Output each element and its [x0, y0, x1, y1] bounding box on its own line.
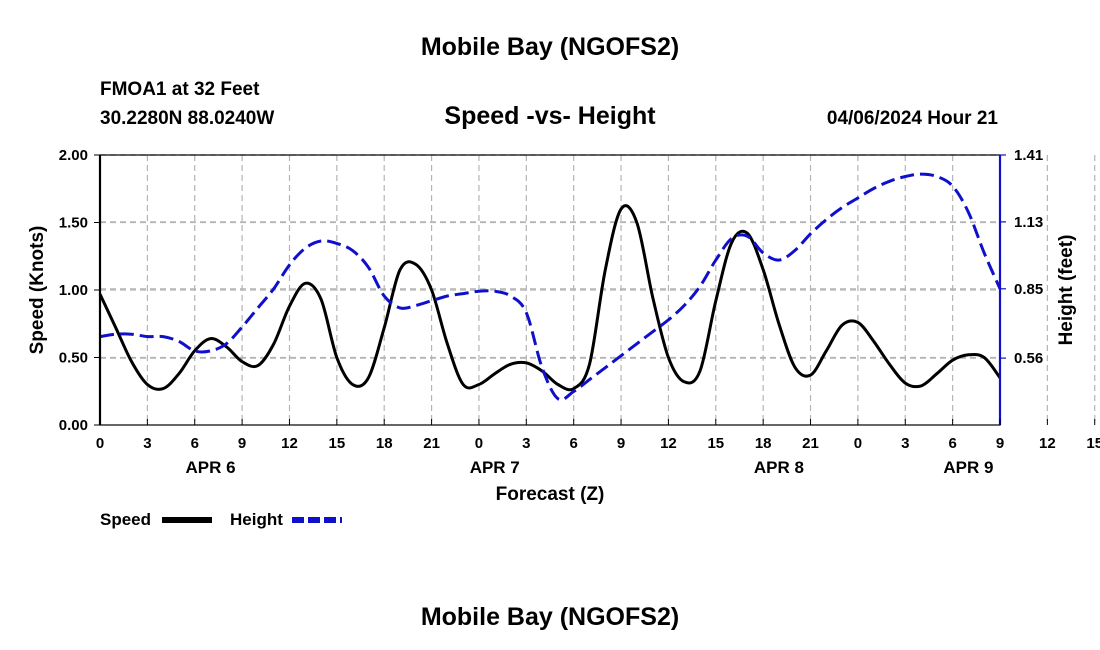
- x-tick-label: 12: [1039, 435, 1056, 452]
- legend-speed-label: Speed: [100, 510, 151, 529]
- speed-series-line: [98, 204, 1002, 392]
- x-tick-label: 6: [570, 435, 578, 452]
- x-tick-label: 15: [707, 435, 724, 452]
- date-label: APR 6: [185, 458, 235, 477]
- x-tick-label: 0: [854, 435, 862, 452]
- y-tick-label: 0.50: [59, 350, 88, 367]
- x-tick-label: 12: [281, 435, 298, 452]
- station-label: FMOA1 at 32 Feet: [100, 79, 260, 100]
- chart-title: Speed -vs- Height: [444, 102, 656, 130]
- x-tick-label: 9: [617, 435, 625, 452]
- date-label: APR 8: [754, 458, 804, 477]
- x-tick-label: 0: [475, 435, 483, 452]
- x-tick-label: 3: [901, 435, 909, 452]
- station-coords: 30.2280N 88.0240W: [100, 108, 274, 129]
- x-tick-label: 18: [376, 435, 393, 452]
- footer-title: Mobile Bay (NGOFS2): [421, 603, 679, 631]
- x-tick-label: 9: [238, 435, 246, 452]
- y2-axis-label: Height (feet): [1056, 235, 1077, 346]
- y2-tick-label: 0.56: [1014, 350, 1043, 367]
- forecast-datetime: 04/06/2024 Hour 21: [827, 108, 999, 129]
- date-label: APR 7: [470, 458, 520, 477]
- y2-tick-label: 0.85: [1014, 281, 1043, 298]
- height-series-line: [99, 172, 1002, 402]
- y-tick-label: 1.00: [59, 282, 88, 299]
- legend: Speed Height: [100, 510, 342, 529]
- y-tick-label: 1.50: [59, 215, 88, 232]
- series-layer: [98, 172, 1002, 402]
- x-tick-label: 15: [1086, 435, 1100, 452]
- x-tick-label: 21: [423, 435, 440, 452]
- x-tick-label: 3: [143, 435, 151, 452]
- x-tick-label: 9: [996, 435, 1004, 452]
- x-axis-label: Forecast (Z): [496, 484, 605, 505]
- x-tick-label: 0: [96, 435, 104, 452]
- page-title: Mobile Bay (NGOFS2): [421, 33, 679, 61]
- x-tick-label: 15: [328, 435, 345, 452]
- y2-tick-label: 1.41: [1014, 147, 1043, 164]
- date-label: APR 9: [943, 458, 993, 477]
- x-tick-label: 6: [948, 435, 956, 452]
- legend-height-label: Height: [230, 510, 283, 529]
- x-tick-label: 6: [191, 435, 199, 452]
- y-tick-label: 2.00: [59, 147, 88, 164]
- x-tick-label: 12: [660, 435, 677, 452]
- grid: [100, 154, 1096, 425]
- x-tick-label: 3: [522, 435, 530, 452]
- x-tick-label: 18: [755, 435, 772, 452]
- y-axis-label: Speed (Knots): [27, 226, 48, 355]
- x-tick-label: 21: [802, 435, 819, 452]
- y-tick-label: 0.00: [59, 417, 88, 434]
- axes: 0369121518210369121518210369121518210360…: [59, 147, 1100, 477]
- y2-tick-label: 1.13: [1014, 214, 1043, 231]
